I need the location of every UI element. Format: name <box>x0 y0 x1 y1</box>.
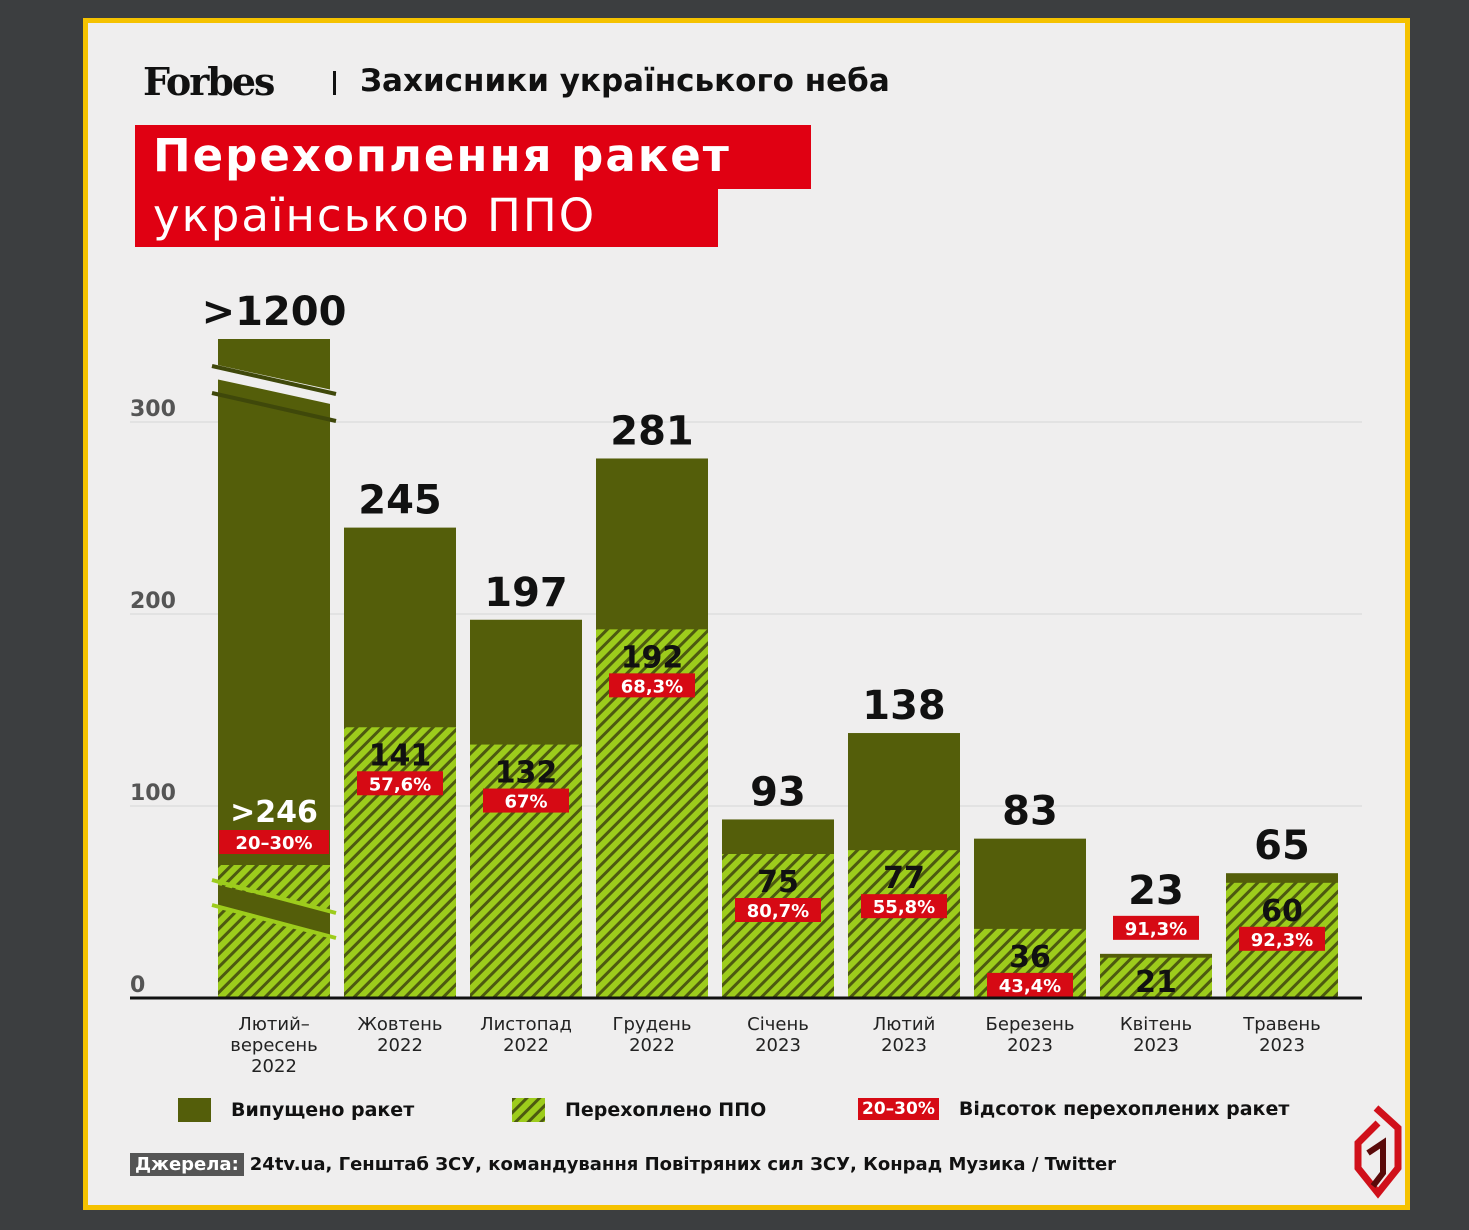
legend-badge: 20–30% <box>858 1098 939 1120</box>
intercepted-label: >246 <box>230 795 318 830</box>
intercepted-label: 77 <box>883 861 925 896</box>
x-category-label: Січень <box>747 1014 809 1035</box>
bar-intercepted <box>848 850 960 998</box>
x-category-label: вересень <box>230 1035 318 1056</box>
forbes-logo: Forbes <box>143 59 275 104</box>
percent-label: 57,6% <box>369 774 431 795</box>
axis-break-line <box>211 878 337 915</box>
x-category-label: 2022 <box>377 1035 423 1056</box>
percent-badge <box>861 894 947 919</box>
x-category-label: Березень <box>986 1014 1075 1035</box>
total-label: 83 <box>1002 789 1058 835</box>
y-tick-label: 100 <box>130 781 176 806</box>
intercepted-label: 21 <box>1135 965 1177 1000</box>
intercepted-label: 60 <box>1261 894 1303 929</box>
axis-break-line <box>211 391 337 423</box>
x-category-label: Травень <box>1242 1014 1321 1035</box>
title-block-1: Перехоплення ракет <box>135 125 811 189</box>
total-label: 138 <box>862 683 946 729</box>
x-category-label: 2022 <box>251 1056 297 1077</box>
y-tick-label: 200 <box>130 589 176 614</box>
percent-label: 91,3% <box>1125 919 1187 940</box>
bar-intercepted <box>470 744 582 998</box>
bar-intercepted <box>1100 957 1212 998</box>
axis-break-band <box>218 885 330 935</box>
percent-label: 80,7% <box>747 901 809 922</box>
x-category-label: Жовтень <box>358 1014 443 1035</box>
total-label: 65 <box>1254 823 1310 869</box>
x-category-label: Лютий– <box>238 1014 310 1035</box>
percent-badge <box>1113 915 1199 940</box>
legend-swatch-dark <box>178 1098 211 1122</box>
x-category-label: Лютий <box>873 1014 936 1035</box>
legend-label: Відсоток перехоплених ракет <box>958 1098 1290 1120</box>
percent-badge <box>1239 926 1325 951</box>
series-title: Захисники українського неба <box>360 63 890 99</box>
percent-label: 92,3% <box>1251 930 1313 951</box>
legend-item-percent: 20–30% Відсоток перехоплених ракет <box>858 1098 1289 1120</box>
x-category-label: 2022 <box>629 1035 675 1056</box>
source-line: Джерела: 24tv.ua, Генштаб ЗСУ, командува… <box>130 1153 1116 1176</box>
percent-badge <box>483 788 569 813</box>
x-category-label: 2022 <box>503 1035 549 1056</box>
total-label: 93 <box>750 769 806 815</box>
source-label: Джерела: <box>130 1153 244 1176</box>
total-label: 197 <box>484 570 568 616</box>
x-category-label: Листопад <box>480 1014 572 1035</box>
percent-label: 55,8% <box>873 897 935 918</box>
intercepted-label: 75 <box>757 865 799 900</box>
percent-badge <box>357 771 443 796</box>
watermark-logo-icon <box>1354 1105 1402 1199</box>
total-label: >1200 <box>202 289 347 335</box>
y-tick-label: 300 <box>130 397 176 422</box>
bar-intercepted <box>722 854 834 998</box>
intercepted-label: 192 <box>621 640 684 675</box>
axis-break-gap <box>210 364 338 405</box>
x-category-label: 2023 <box>1133 1035 1179 1056</box>
axis-break-line <box>211 903 337 940</box>
percent-badge <box>219 830 329 854</box>
legend-item-launched: Випущено ракет <box>178 1098 414 1122</box>
axis-break-line <box>211 364 337 396</box>
title-line-2: українською ППО <box>153 189 597 242</box>
percent-label: 67% <box>504 792 547 813</box>
header-divider <box>333 71 336 95</box>
x-category-label: Квітень <box>1120 1014 1192 1035</box>
percent-label: 20–30% <box>235 833 312 854</box>
x-category-label: 2023 <box>1007 1035 1053 1056</box>
title-line-1: Перехоплення ракет <box>153 129 731 182</box>
percent-label: 43,4% <box>999 976 1061 997</box>
percent-badge <box>987 972 1073 997</box>
legend-label: Перехоплено ППО <box>565 1099 767 1121</box>
total-label: 245 <box>358 478 442 524</box>
x-category-label: 2023 <box>1259 1035 1305 1056</box>
source-text: 24tv.ua, Генштаб ЗСУ, командування Повіт… <box>249 1154 1117 1175</box>
total-label: 281 <box>610 408 694 454</box>
intercepted-label: 36 <box>1009 940 1051 975</box>
percent-badge <box>735 898 821 922</box>
intercepted-label: 141 <box>369 738 432 773</box>
x-category-label: 2023 <box>881 1035 927 1056</box>
intercepted-label: 132 <box>495 756 558 791</box>
title-block-2: українською ППО <box>135 185 718 247</box>
legend-item-intercepted: Перехоплено ППО <box>512 1098 766 1122</box>
y-tick-label: 0 <box>130 973 145 998</box>
percent-label: 68,3% <box>621 676 683 697</box>
x-category-label: Грудень <box>613 1014 692 1035</box>
x-category-label: 2023 <box>755 1035 801 1056</box>
legend-label: Випущено ракет <box>231 1099 415 1121</box>
legend-swatch-hatched <box>512 1098 545 1122</box>
percent-badge <box>609 673 695 698</box>
total-label: 23 <box>1128 868 1184 914</box>
